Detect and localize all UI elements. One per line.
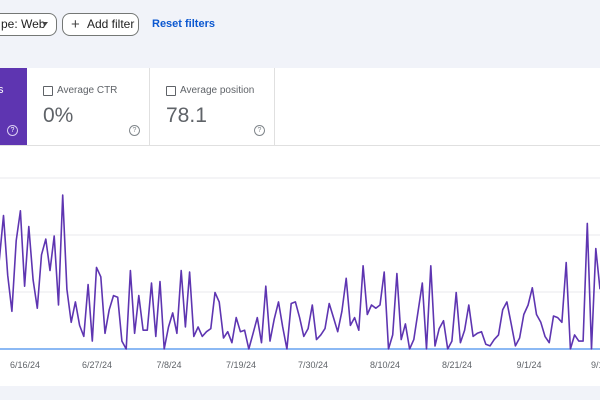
caret-down-icon: [42, 22, 48, 26]
average-ctr-value: 0%: [43, 104, 74, 127]
x-tick-label: 7/30/24: [298, 360, 328, 370]
help-icon[interactable]: ?: [129, 125, 140, 136]
plus-icon: +: [71, 16, 80, 33]
metric-card-average-ctr[interactable]: Average CTR 0% ?: [27, 68, 150, 145]
average-ctr-label: Average CTR: [57, 85, 118, 96]
help-icon[interactable]: ?: [254, 125, 265, 136]
x-tick-label: 7/8/24: [156, 360, 181, 370]
add-filter-label: Add filter: [87, 17, 135, 31]
x-tick-label: 6/16/24: [10, 360, 40, 370]
metric-card-selected-label: s: [0, 84, 4, 96]
panel-divider: [0, 145, 600, 146]
series-line[interactable]: [0, 194, 600, 350]
performance-line-chart[interactable]: 6/16/24 6/27/24 7/8/24 7/19/24 7/30/24 8/10/2…: [0, 68, 600, 386]
average-position-value: 78.1: [166, 104, 207, 127]
help-icon[interactable]: ?: [7, 125, 18, 136]
metric-card-selected[interactable]: s ?: [0, 68, 27, 145]
filter-bar: pe: Web + Add filter Reset filters: [0, 0, 600, 52]
x-tick-label: 9/12/: [591, 360, 600, 370]
add-filter-button[interactable]: + Add filter: [62, 13, 139, 36]
checkbox-icon[interactable]: [43, 86, 53, 96]
search-type-filter-label: pe: Web: [1, 17, 46, 31]
x-tick-label: 6/27/24: [82, 360, 112, 370]
checkbox-icon[interactable]: [166, 86, 176, 96]
x-tick-label: 8/10/24: [370, 360, 400, 370]
reset-filters-link[interactable]: Reset filters: [152, 18, 215, 30]
x-tick-label: 9/1/24: [516, 360, 541, 370]
x-axis-ticks: 6/16/24 6/27/24 7/8/24 7/19/24 7/30/24 8/10/2…: [10, 360, 600, 370]
search-type-filter-chip[interactable]: pe: Web: [0, 13, 57, 36]
average-position-label: Average position: [180, 85, 255, 96]
x-tick-label: 7/19/24: [226, 360, 256, 370]
performance-panel: s ? Average CTR 0% ? Average position 78…: [0, 68, 600, 386]
metric-card-average-position[interactable]: Average position 78.1 ?: [150, 68, 275, 145]
x-tick-label: 8/21/24: [442, 360, 472, 370]
